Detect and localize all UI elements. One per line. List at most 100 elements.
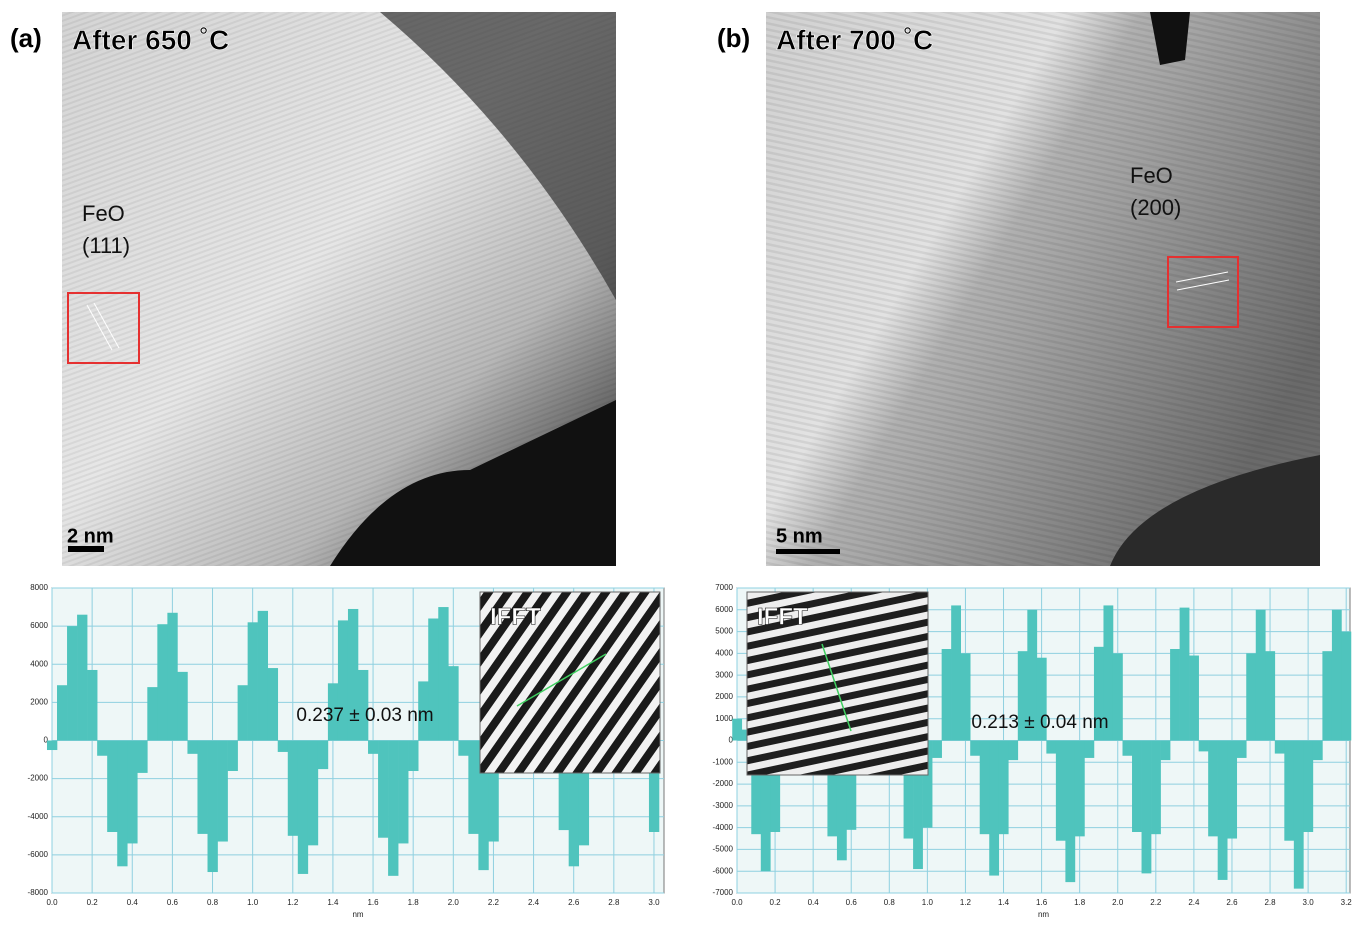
x-tick-label: 2.4 — [1188, 898, 1200, 907]
bar — [732, 719, 742, 741]
y-tick-label: -7000 — [713, 888, 734, 897]
y-tick-label: 6000 — [30, 621, 48, 630]
bar — [970, 741, 980, 756]
bar — [57, 685, 67, 740]
x-tick-label: 2.0 — [1112, 898, 1124, 907]
x-tick-label: 2.2 — [488, 898, 500, 907]
figure: (a)After 650 ˚CFeO(111)2 nm(b)After 700 … — [0, 0, 1356, 923]
bar — [1142, 741, 1152, 874]
y-tick-label: 8000 — [30, 583, 48, 592]
y-tick-label: -5000 — [713, 845, 734, 854]
x-tick-label: 2.8 — [608, 898, 620, 907]
x-axis-label: nm — [352, 910, 363, 919]
bar — [1084, 741, 1094, 758]
x-tick-label: 0.2 — [87, 898, 99, 907]
bar — [1256, 610, 1266, 741]
x-tick-label: 2.6 — [568, 898, 580, 907]
bar — [1056, 741, 1066, 841]
y-tick-label: 4000 — [30, 659, 48, 668]
bar — [1008, 741, 1018, 761]
y-tick-label: -2000 — [713, 779, 734, 788]
bar — [1303, 741, 1313, 833]
panel-label: (a) — [10, 23, 42, 53]
bar — [989, 741, 999, 876]
tem-image-b — [766, 12, 1320, 566]
scale-bar-label: 5 nm — [776, 525, 823, 547]
bar — [1123, 741, 1133, 756]
y-tick-label: -6000 — [28, 850, 49, 859]
bar — [157, 624, 167, 740]
x-tick-label: 1.8 — [408, 898, 420, 907]
x-tick-label: 3.2 — [1341, 898, 1353, 907]
bar — [1151, 741, 1161, 835]
bar — [1237, 741, 1247, 758]
y-tick-label: 7000 — [715, 583, 733, 592]
bar — [1227, 741, 1237, 839]
y-tick-label: -4000 — [713, 823, 734, 832]
bar — [1218, 741, 1228, 880]
bar — [942, 649, 952, 741]
bar — [238, 685, 248, 740]
x-tick-label: 2.2 — [1150, 898, 1162, 907]
bar — [1189, 656, 1199, 741]
bar — [1322, 651, 1332, 740]
y-tick-label: -1000 — [713, 757, 734, 766]
x-tick-label: 0.6 — [167, 898, 179, 907]
bar — [278, 741, 288, 752]
bar — [77, 615, 87, 741]
bar — [1199, 741, 1209, 752]
tem-image-a — [62, 12, 616, 566]
bar — [1294, 741, 1304, 889]
bar — [258, 611, 268, 741]
bar — [1332, 610, 1342, 741]
x-tick-label: 1.8 — [1074, 898, 1086, 907]
bar — [1208, 741, 1218, 837]
panel-label: (b) — [717, 23, 750, 53]
x-tick-label: 0.6 — [846, 898, 858, 907]
bar — [438, 607, 448, 740]
x-tick-label: 1.6 — [367, 898, 379, 907]
bar — [468, 741, 478, 834]
bar — [1161, 741, 1171, 761]
x-tick-label: 2.0 — [448, 898, 460, 907]
bar — [980, 741, 990, 835]
y-tick-label: -4000 — [28, 812, 49, 821]
image-title: After 700 ˚C — [776, 24, 933, 55]
bar — [228, 741, 238, 772]
x-tick-label: 1.0 — [922, 898, 934, 907]
bar — [961, 653, 971, 740]
x-tick-label: 2.6 — [1226, 898, 1238, 907]
bar — [87, 670, 97, 741]
y-tick-label: 2000 — [715, 692, 733, 701]
bar — [1275, 741, 1285, 754]
bar — [448, 666, 458, 740]
bar — [127, 741, 137, 844]
bar — [378, 741, 388, 838]
x-tick-label: 1.4 — [327, 898, 339, 907]
bar — [1246, 653, 1256, 740]
x-tick-label: 0.0 — [731, 898, 743, 907]
bar — [288, 741, 298, 836]
bar — [1113, 653, 1123, 740]
bar — [187, 741, 197, 754]
bar — [67, 626, 77, 740]
bar — [398, 741, 408, 844]
image-annotation: FeO — [1130, 163, 1173, 188]
x-tick-label: 1.2 — [287, 898, 299, 907]
y-tick-label: 4000 — [715, 648, 733, 657]
x-tick-label: 0.4 — [808, 898, 820, 907]
y-tick-label: -6000 — [713, 866, 734, 875]
x-tick-label: 1.2 — [960, 898, 972, 907]
x-tick-label: 1.4 — [998, 898, 1010, 907]
measurement-annotation: 0.213 ± 0.04 nm — [971, 712, 1108, 733]
bar — [1132, 741, 1142, 833]
bar — [1075, 741, 1085, 837]
bar — [1341, 632, 1351, 741]
bar — [298, 741, 308, 874]
bar — [318, 741, 328, 770]
x-tick-label: 2.8 — [1264, 898, 1276, 907]
bar — [208, 741, 218, 873]
bar — [999, 741, 1009, 835]
y-tick-label: 1000 — [715, 714, 733, 723]
bar — [97, 741, 107, 756]
